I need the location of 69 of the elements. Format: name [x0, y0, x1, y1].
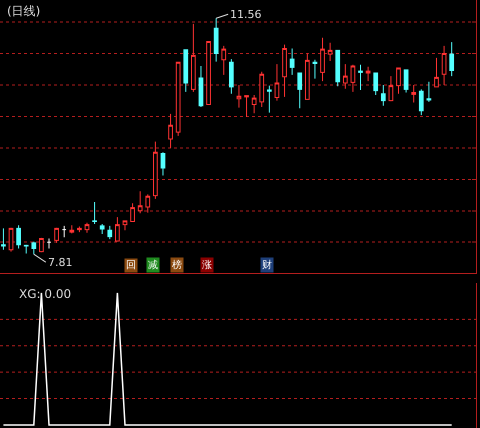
- candlestick: [130, 202, 135, 222]
- annotation: 11.56: [230, 8, 262, 21]
- candlestick: [335, 50, 340, 87]
- candlestick: [191, 23, 196, 92]
- chart-title: XG: 0.00: [19, 287, 72, 301]
- candlestick: [358, 64, 363, 90]
- candlestick: [31, 241, 36, 255]
- candlestick: [138, 190, 143, 214]
- candlestick: [145, 194, 150, 214]
- candlestick: [252, 94, 257, 114]
- candlestick: [228, 58, 234, 94]
- chart-title: (日线): [7, 4, 40, 18]
- candlestick: [290, 48, 294, 76]
- candlestick: [312, 59, 318, 80]
- candlestick: [16, 224, 21, 250]
- candlestick: [426, 81, 432, 102]
- candlestick: [115, 216, 120, 242]
- candlestick: [176, 62, 181, 136]
- candlestick: [396, 67, 401, 94]
- candlestick: [297, 72, 302, 109]
- candlestick: [46, 238, 52, 250]
- candlestick: [236, 84, 242, 108]
- candlestick: [168, 113, 173, 148]
- candlestick: [304, 52, 310, 100]
- candlestick: [8, 227, 14, 252]
- candlestick: [320, 37, 325, 82]
- candlestick: [160, 152, 166, 176]
- candlestick: [244, 95, 249, 118]
- candlestick: [418, 88, 424, 116]
- candlestick: [198, 66, 204, 108]
- candlestick: [92, 201, 97, 224]
- candlestick: [342, 64, 348, 90]
- candlestick: [84, 222, 90, 234]
- annotation: 减: [148, 259, 158, 271]
- candlestick: [266, 85, 272, 114]
- candlestick: [39, 237, 44, 253]
- candlestick: [221, 45, 226, 76]
- candlestick: [388, 76, 394, 102]
- candlestick: [69, 224, 74, 234]
- candlestick: [449, 42, 454, 77]
- candlestick: [274, 64, 280, 102]
- candlestick: [107, 225, 112, 240]
- annotation: 财: [262, 259, 272, 271]
- candlestick: [373, 72, 378, 96]
- annotation: 榜: [172, 259, 182, 271]
- annotation: 7.81: [48, 256, 72, 269]
- candlestick: [1, 228, 6, 250]
- candlestick: [380, 84, 386, 106]
- candlestick: [366, 66, 370, 82]
- candlestick: [350, 64, 356, 92]
- candlestick: [62, 225, 67, 238]
- candlestick: [411, 84, 416, 104]
- candlestick: [206, 41, 211, 105]
- annotation: 回: [126, 260, 136, 271]
- candlestick: [183, 49, 188, 92]
- candlestick: [153, 141, 158, 200]
- candlestick: [404, 69, 408, 93]
- candlestick: [328, 42, 332, 62]
- candlestick: [259, 71, 264, 108]
- candlestick: [122, 220, 128, 231]
- annotation: 涨: [202, 259, 212, 271]
- candlestick: [282, 44, 287, 98]
- candlestick: [54, 227, 59, 244]
- candlestick: [77, 226, 82, 233]
- candlestick: [214, 18, 219, 62]
- candlestick: [434, 57, 439, 88]
- candlestick: [100, 223, 105, 235]
- candlestick: [442, 45, 446, 86]
- candlestick: [24, 244, 29, 254]
